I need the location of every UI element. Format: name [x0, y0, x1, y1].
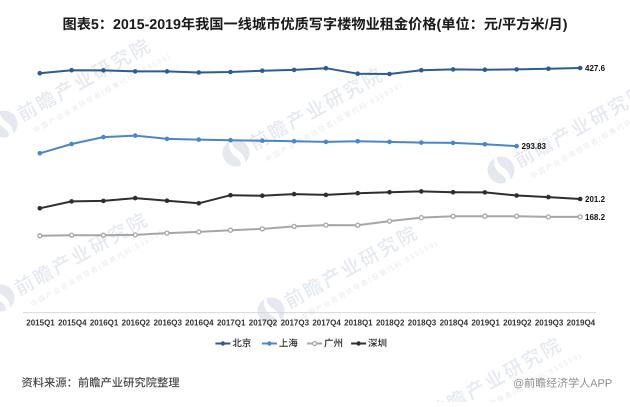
svg-text:2019Q1: 2019Q1: [471, 319, 500, 328]
svg-text:427.6: 427.6: [585, 64, 606, 73]
svg-text:2017Q2: 2017Q2: [249, 319, 278, 328]
svg-text:2018Q2: 2018Q2: [376, 319, 405, 328]
svg-text:2017Q3: 2017Q3: [281, 319, 310, 328]
svg-text:2018Q1: 2018Q1: [344, 319, 373, 328]
svg-text:293.83: 293.83: [522, 142, 547, 151]
svg-text:201.2: 201.2: [585, 195, 606, 204]
svg-text:2018Q3: 2018Q3: [408, 319, 437, 328]
svg-text:2017Q4: 2017Q4: [312, 319, 341, 328]
svg-text:2016Q3: 2016Q3: [153, 319, 182, 328]
svg-text:2019Q3: 2019Q3: [535, 319, 564, 328]
svg-text:2016Q2: 2016Q2: [122, 319, 151, 328]
svg-text:2019Q4: 2019Q4: [567, 319, 596, 328]
svg-text:2015Q1: 2015Q1: [26, 319, 55, 328]
svg-text:168.2: 168.2: [585, 213, 606, 222]
svg-text:2016Q1: 2016Q1: [90, 319, 119, 328]
svg-text:2019Q2: 2019Q2: [503, 319, 532, 328]
svg-text:2017Q1: 2017Q1: [217, 319, 246, 328]
svg-text:2015Q4: 2015Q4: [58, 319, 87, 328]
svg-text:2016Q4: 2016Q4: [185, 319, 214, 328]
svg-text:2018Q4: 2018Q4: [440, 319, 469, 328]
